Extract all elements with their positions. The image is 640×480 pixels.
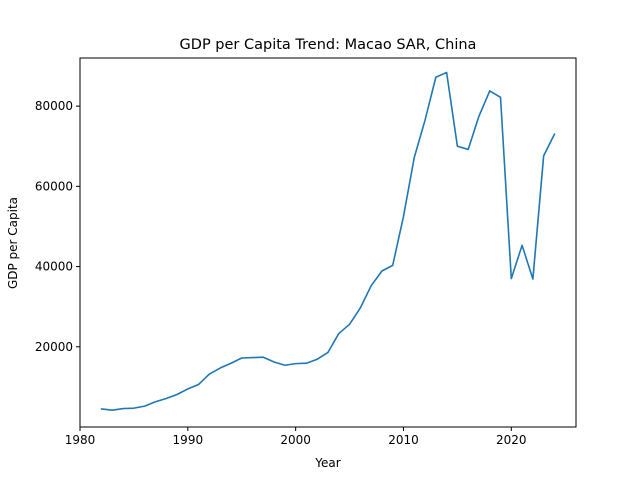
plot-frame: [79, 57, 577, 428]
x-axis-label: Year: [314, 456, 340, 470]
x-tick-label: 1990: [173, 433, 204, 447]
plot-area: [100, 71, 556, 411]
gdp-series-line: [100, 71, 556, 411]
x-tick-label: 2010: [388, 433, 419, 447]
x-axis: 1980 1990 2000 2010 2020: [65, 427, 527, 447]
y-axis-label: GDP per Capita: [6, 197, 20, 289]
chart-title: GDP per Capita Trend: Macao SAR, China: [180, 37, 477, 53]
y-tick-label: 80000: [35, 99, 73, 113]
x-tick-label: 2020: [496, 433, 527, 447]
y-tick-label: 20000: [35, 340, 73, 354]
y-tick-label: 60000: [35, 179, 73, 193]
x-tick-label: 2000: [280, 433, 311, 447]
x-tick-label: 1980: [65, 433, 96, 447]
y-axis: 20000 40000 60000 80000: [35, 99, 80, 354]
y-tick-label: 40000: [35, 260, 73, 274]
